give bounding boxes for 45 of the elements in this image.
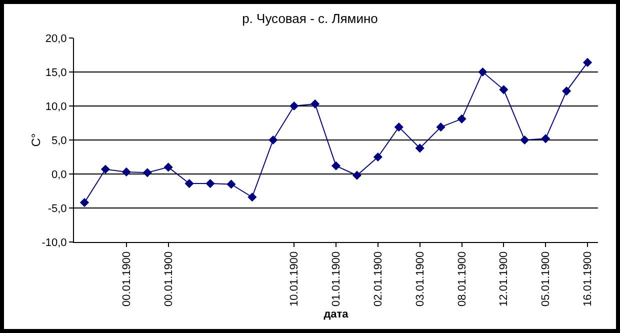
x-tick-label: 10.01.1900 [288, 251, 301, 306]
point [290, 101, 299, 111]
y-axis-title: C° [29, 133, 43, 147]
y-tick-label: 15,0 [45, 66, 67, 79]
point [541, 134, 550, 144]
point [100, 164, 110, 174]
x-tick-label: 03.01.1900 [414, 251, 426, 306]
point [436, 122, 446, 132]
y-tick-label: 20,0 [45, 32, 67, 45]
chart-title: р. Чусовая - с. Лямино [242, 10, 378, 26]
point [226, 180, 236, 189]
y-tick-label: 5,0 [52, 134, 67, 147]
point [394, 122, 404, 132]
point [582, 58, 592, 68]
point [206, 178, 215, 188]
point [248, 192, 257, 202]
y-tick-label: -10,0 [42, 236, 67, 249]
point [142, 168, 152, 178]
x-tick-label: 12.01.1900 [498, 251, 510, 306]
point [352, 170, 362, 180]
point [562, 86, 572, 96]
point [457, 114, 466, 124]
point [499, 85, 508, 94]
x-axis-title: дата [324, 308, 350, 320]
point [520, 135, 530, 145]
point [373, 152, 382, 162]
x-tick-label: 00.01.1900 [162, 251, 175, 306]
x-tick-label: 01.01.1900 [330, 251, 343, 306]
point [415, 144, 424, 153]
x-tick-label: 02.01.1900 [372, 251, 384, 306]
point [268, 135, 278, 145]
point [122, 167, 131, 177]
point [310, 99, 320, 109]
point [331, 161, 341, 170]
y-tick-label: 0,0 [52, 168, 67, 181]
x-tick-label: 08.01.1900 [456, 251, 468, 306]
x-tick-label: 05.01.1900 [540, 251, 552, 306]
x-tick-label: 16.01.1900 [582, 251, 594, 306]
y-tick-label: -5,0 [48, 202, 67, 215]
point [184, 178, 194, 188]
point [164, 162, 173, 172]
point [478, 67, 488, 77]
x-tick-label: 00.01.1900 [120, 251, 133, 306]
y-tick-label: 10,0 [45, 100, 67, 113]
point [80, 198, 90, 208]
